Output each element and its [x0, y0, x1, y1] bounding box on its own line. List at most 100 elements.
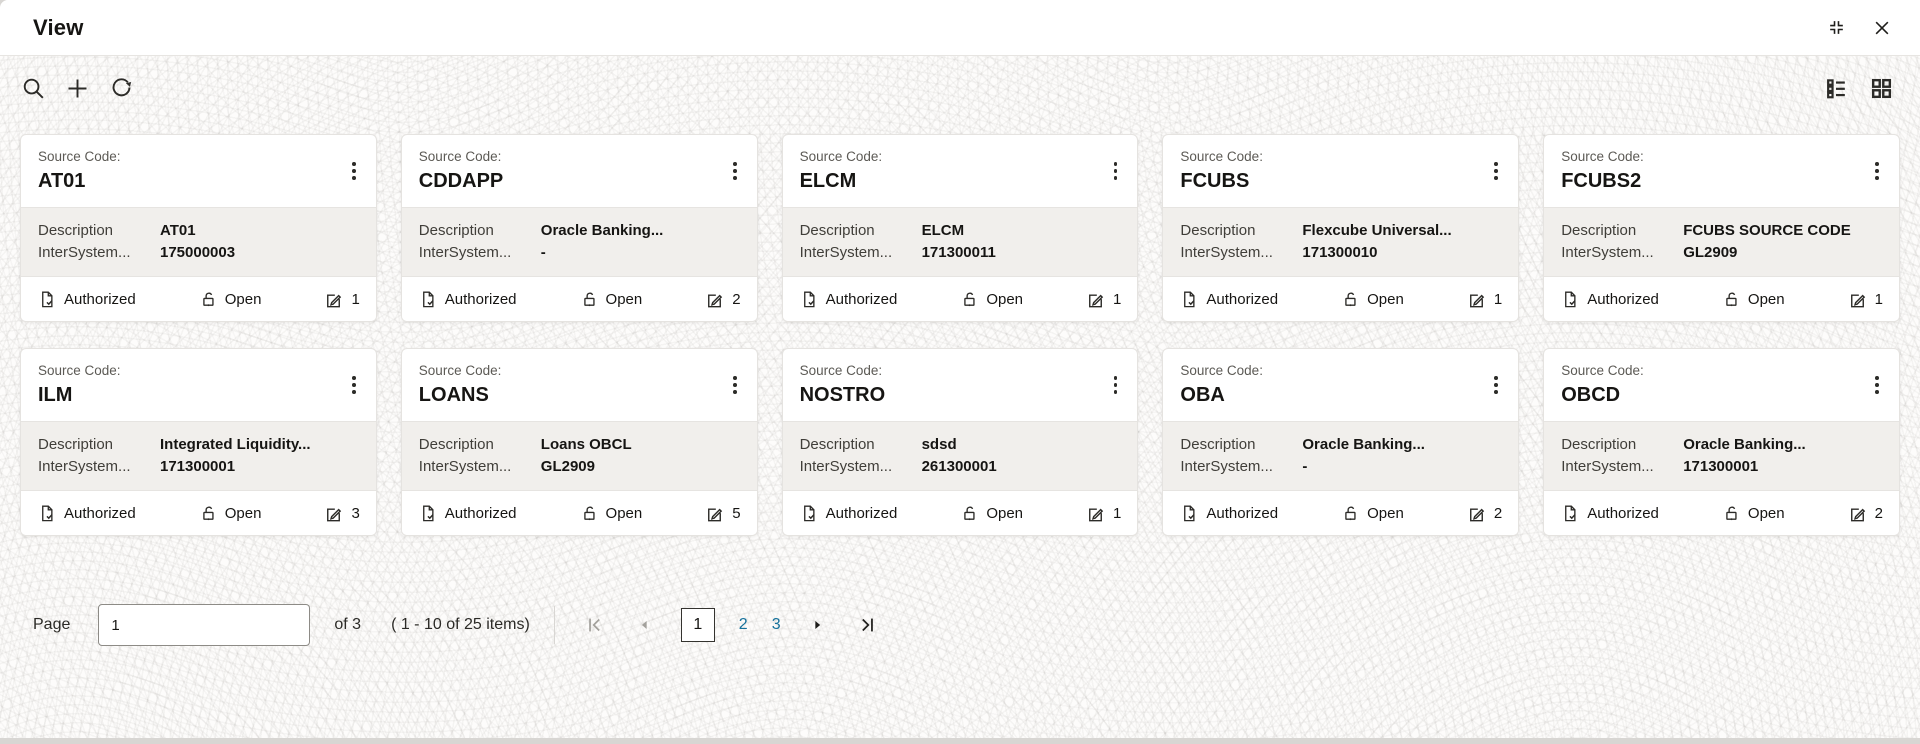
- source-code-card[interactable]: Source Code: FCUBS Description Flexcube …: [1162, 134, 1520, 322]
- source-code-value: OBA: [1180, 383, 1225, 406]
- refresh-button[interactable]: [106, 73, 137, 104]
- card-menu-button[interactable]: [346, 370, 362, 400]
- authorization-status-label: Authorized: [444, 505, 517, 522]
- card-footer: Authorized Open 1: [21, 277, 376, 321]
- authorization-status-label: Authorized: [1587, 291, 1659, 308]
- card-footer: Authorized Open 1: [1163, 277, 1519, 321]
- edit-icon: [327, 293, 342, 307]
- kebab-icon: [732, 375, 737, 380]
- card-menu-button[interactable]: [346, 156, 362, 186]
- page-input[interactable]: [98, 604, 311, 646]
- edit-count-value: 5: [732, 505, 741, 522]
- authorized-icon: [42, 291, 53, 308]
- list-view-button[interactable]: [1822, 74, 1851, 103]
- source-code-card[interactable]: Source Code: LOANS Description Loans OBC…: [400, 348, 758, 536]
- edit-count-value: 1: [1874, 291, 1883, 308]
- search-button[interactable]: [18, 73, 49, 104]
- next-page-button[interactable]: [805, 613, 829, 637]
- edit-count-value: 1: [1493, 291, 1503, 308]
- edit-count-value: 1: [1113, 505, 1122, 522]
- card-title-block: Source Code: CDDAPP: [419, 148, 503, 195]
- source-code-card[interactable]: Source Code: ILM Description Integrated …: [20, 348, 377, 536]
- description-row: Description Loans OBCL: [419, 434, 741, 456]
- description-row: Description FCUBS SOURCE CODE: [1561, 220, 1883, 242]
- page-number-3[interactable]: 3: [771, 616, 781, 633]
- description-row: Description Oracle Banking...: [419, 220, 741, 242]
- edit-icon: [1089, 507, 1104, 521]
- card-menu-button[interactable]: [1869, 156, 1885, 186]
- card-menu-button[interactable]: [1108, 156, 1124, 186]
- card-menu-button[interactable]: [1488, 156, 1504, 186]
- authorization-status-label: Authorized: [1587, 505, 1659, 522]
- kebab-icon: [732, 161, 737, 166]
- kebab-icon: [1494, 375, 1499, 380]
- card-body: Description FCUBS SOURCE CODE InterSyste…: [1544, 207, 1899, 277]
- intersystem-label: InterSystem...: [418, 244, 512, 261]
- authorization-status: Authorized: [1561, 290, 1659, 309]
- description-value: ELCM: [921, 222, 965, 239]
- card-menu-button[interactable]: [1108, 370, 1124, 400]
- card-header: Source Code: NOSTRO: [783, 349, 1138, 421]
- record-status: Open: [960, 504, 1023, 523]
- source-code-label: Source Code:: [1561, 148, 1644, 164]
- collapse-window-button[interactable]: [1825, 16, 1848, 39]
- source-code-card[interactable]: Source Code: NOSTRO Description sdsd Int…: [781, 348, 1139, 536]
- intersystem-row: InterSystem... -: [1180, 456, 1502, 478]
- intersystem-value: -: [540, 244, 546, 261]
- card-header: Source Code: AT01: [21, 135, 376, 207]
- card-body: Description Oracle Banking... InterSyste…: [1544, 421, 1899, 491]
- authorization-status-label: Authorized: [64, 291, 136, 308]
- source-code-card[interactable]: Source Code: AT01 Description AT01 Inter…: [20, 134, 377, 322]
- search-icon: [23, 78, 44, 99]
- last-page-icon: [861, 618, 873, 632]
- description-value: FCUBS SOURCE CODE: [1683, 222, 1851, 239]
- card-menu-button[interactable]: [1488, 370, 1504, 400]
- list-view-icon: [1827, 78, 1845, 98]
- intersystem-row: InterSystem... 171300011: [800, 242, 1122, 264]
- authorization-status-label: Authorized: [444, 291, 517, 308]
- intersystem-label: InterSystem...: [1561, 458, 1654, 475]
- edit-count: 2: [1467, 504, 1502, 524]
- card-footer: Authorized Open 2: [1544, 491, 1899, 535]
- card-title-block: Source Code: ILM: [38, 362, 121, 409]
- card-menu-button[interactable]: [1869, 370, 1885, 400]
- source-code-card[interactable]: Source Code: ELCM Description ELCM Inter…: [781, 134, 1139, 322]
- record-status-label: Open: [1747, 291, 1785, 308]
- unlocked-icon: [583, 292, 595, 307]
- last-page-button[interactable]: [853, 612, 879, 638]
- previous-page-button[interactable]: [633, 613, 657, 637]
- page-number-2[interactable]: 2: [738, 616, 748, 633]
- close-window-button[interactable]: [1870, 16, 1894, 40]
- unlocked-icon: [964, 506, 975, 521]
- card-body: Description Oracle Banking... InterSyste…: [401, 207, 757, 277]
- source-code-card[interactable]: Source Code: CDDAPP Description Oracle B…: [400, 134, 758, 322]
- authorized-icon: [422, 291, 434, 308]
- record-status-label: Open: [605, 505, 643, 522]
- source-code-value: NOSTRO: [799, 383, 886, 406]
- window-header: View: [0, 0, 1920, 56]
- edit-count: 2: [705, 290, 741, 310]
- card-header: Source Code: OBCD: [1544, 349, 1899, 421]
- source-code-card[interactable]: Source Code: OBA Description Oracle Bank…: [1162, 348, 1520, 536]
- source-code-card[interactable]: Source Code: FCUBS2 Description FCUBS SO…: [1543, 134, 1900, 322]
- page-number-1[interactable]: 1: [680, 608, 715, 642]
- card-title-block: Source Code: FCUBS2: [1561, 148, 1644, 195]
- add-button[interactable]: [62, 73, 93, 104]
- description-label: Description: [799, 436, 875, 453]
- record-status: Open: [1722, 290, 1785, 309]
- description-row: Description sdsd: [800, 434, 1122, 456]
- card-menu-button[interactable]: [727, 370, 743, 400]
- source-code-card[interactable]: Source Code: OBCD Description Oracle Ban…: [1543, 348, 1900, 536]
- first-page-button[interactable]: [583, 612, 609, 638]
- source-code-label: Source Code:: [799, 362, 883, 378]
- unlocked-icon: [202, 292, 214, 307]
- description-value: AT01: [160, 222, 196, 239]
- card-menu-button[interactable]: [727, 156, 743, 186]
- view-toggle: [1822, 74, 1896, 103]
- card-grid: Source Code: AT01 Description AT01 Inter…: [0, 134, 1920, 536]
- authorization-status-label: Authorized: [1206, 505, 1279, 522]
- collapse-icon: [1830, 21, 1843, 34]
- card-body: Description Flexcube Universal... InterS…: [1163, 207, 1519, 277]
- grid-view-button[interactable]: [1867, 74, 1896, 103]
- unlocked-icon: [1726, 292, 1737, 307]
